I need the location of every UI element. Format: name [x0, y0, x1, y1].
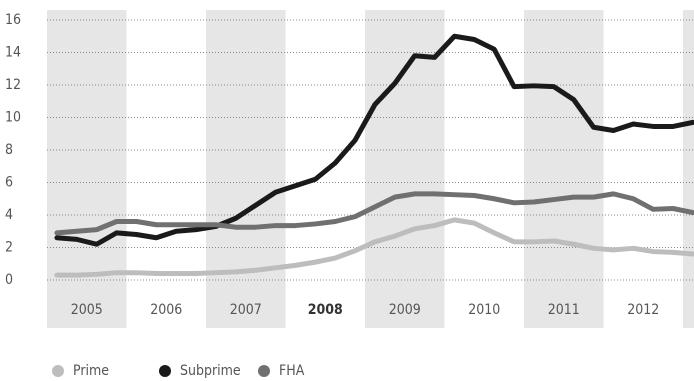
legend-label: Subprime — [180, 363, 241, 379]
x-tick-label: 2010 — [468, 302, 500, 318]
year-band — [365, 10, 445, 328]
y-tick-label: 14 — [5, 45, 21, 61]
x-tick-label: 2005 — [71, 302, 103, 318]
legend-label: Prime — [73, 363, 109, 379]
y-tick-label: 6 — [5, 175, 13, 191]
legend-label: FHA — [279, 363, 305, 379]
y-tick-label: 8 — [5, 142, 13, 158]
x-tick-label: 2011 — [548, 302, 580, 318]
year-band — [524, 10, 604, 328]
x-tick-label: 2009 — [389, 302, 421, 318]
x-tick-label: 2007 — [230, 302, 262, 318]
line-series — [54, 191, 694, 236]
legend-marker — [258, 365, 270, 377]
x-tick-label: 2012 — [627, 302, 659, 318]
y-tick-label: 10 — [5, 110, 21, 126]
y-tick-label: 12 — [5, 77, 21, 93]
year-band — [683, 10, 694, 328]
legend-marker — [159, 365, 171, 377]
x-tick-label: 2008 — [308, 302, 343, 318]
line-series — [54, 217, 694, 278]
legend-marker — [52, 365, 64, 377]
y-tick-label: 4 — [5, 207, 13, 223]
y-tick-label: 16 — [5, 12, 21, 28]
line-series — [54, 33, 694, 247]
y-tick-label: 0 — [5, 272, 13, 288]
y-tick-label: 2 — [5, 240, 13, 256]
x-tick-label: 2006 — [150, 302, 182, 318]
